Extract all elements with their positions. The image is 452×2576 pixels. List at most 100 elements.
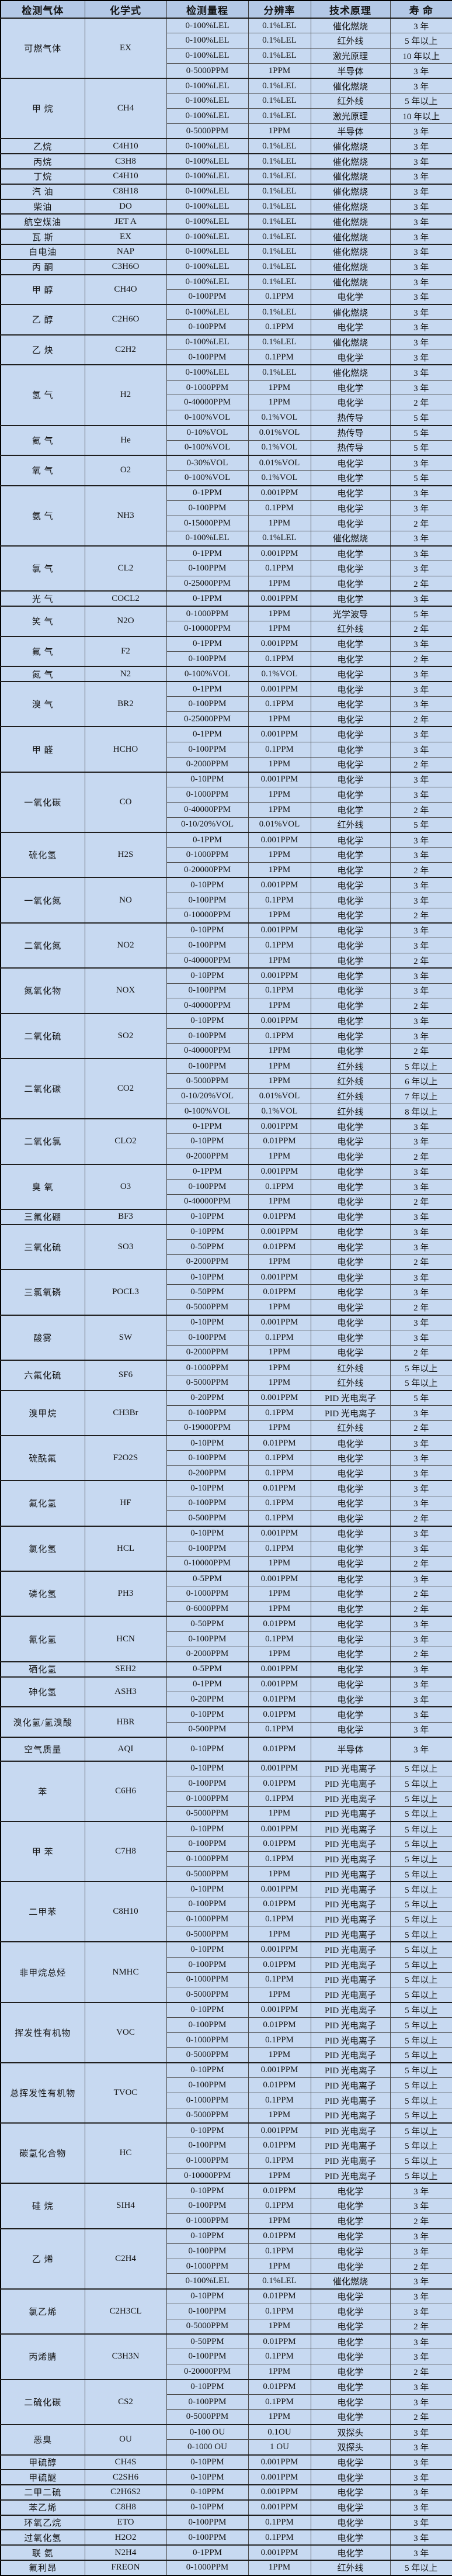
principle-cell: 电化学 — [310, 1676, 391, 1692]
lifespan-cell: 3 年 — [390, 2198, 452, 2214]
lifespan-cell: 3 年 — [390, 123, 452, 139]
resolution-cell: 0.001PPM — [248, 726, 311, 742]
resolution-cell: 1PPM — [248, 123, 311, 139]
gas-name-cell: 氢 气 — [0, 364, 85, 426]
resolution-cell: 0.01PPM — [248, 2228, 311, 2244]
table-row: 硫酰氟 F2O2S 0-10PPM 0.01PPM 电化学 3 年 — [0, 1434, 452, 1481]
resolution-cell: 0.1%VOL — [248, 410, 311, 426]
table-row: 0-100PPM 0.1PPM 电化学 3 年 — [1, 500, 452, 516]
range-cell: 0-50PPM — [166, 1616, 249, 1632]
lifespan-cell: 3 年 — [390, 726, 452, 742]
principle-cell: 电化学 — [310, 832, 391, 848]
lifespan-cell: 2 年 — [390, 1254, 452, 1270]
range-cell: 0-1PPM — [166, 590, 249, 607]
principle-cell: PID 光电离子 — [310, 1911, 391, 1928]
table-row: 氯乙烯 C2H3CL 0-10PPM 0.01PPM 电化学 3 年 — [0, 2288, 452, 2335]
resolution-cell: 1PPM — [248, 1344, 311, 1361]
resolution-cell: 0.01PPM — [248, 2077, 311, 2093]
lifespan-cell: 3 年 — [390, 1269, 452, 1285]
gas-name-cell: 丙 酮 — [0, 258, 85, 275]
range-cell: 0-1000PPM — [166, 2560, 249, 2576]
table-row: 0-40000PPM 1PPM 电化学 2 年 — [1, 395, 452, 411]
range-cell: 0-5000PPM — [166, 1987, 249, 2003]
table-row: 0-500PPM 0.1PPM 电化学 2 年 — [1, 1510, 452, 1527]
lifespan-cell: 3 年 — [390, 243, 452, 260]
lifespan-cell: 3 年 — [390, 2514, 452, 2530]
range-cell: 0-5000PPM — [166, 1927, 249, 1942]
lifespan-cell: 3 年 — [390, 877, 452, 893]
formula-cell: N2O — [84, 606, 167, 637]
lifespan-cell: 2 年 — [390, 2409, 452, 2425]
range-cell: 0-100%LEL — [166, 229, 249, 245]
table-row: 0-100PPM 0.01PPM PID 光电离子 5 年以上 — [1, 1956, 452, 1973]
range-cell: 0-30%VOL — [166, 455, 249, 471]
range-cell: 0-1000PPM — [166, 1359, 249, 1376]
resolution-cell: 0.1%LEL — [248, 274, 311, 290]
table-row: 硅 烷 SIH4 0-10PPM 0.01PPM 电化学 3 年 — [0, 2183, 452, 2229]
table-row: 臭 氧 O3 0-1PPM 0.001PPM 电化学 3 年 — [0, 1163, 452, 1210]
range-cell: 0-1PPM — [166, 2544, 249, 2561]
resolution-cell: 0.001PPM — [248, 1571, 311, 1587]
range-cell: 0-100PPM — [166, 1178, 249, 1195]
lifespan-cell: 3 年 — [390, 364, 452, 381]
range-cell: 0-100PPM — [166, 2394, 249, 2410]
table-row: 0-100PPM 0.1PPM 电化学 3 年 — [1, 1540, 452, 1557]
range-cell: 0-1000PPM — [166, 2213, 249, 2229]
range-cell: 0-100%LEL — [166, 274, 249, 290]
lifespan-cell: 5 年以上 — [390, 2032, 452, 2048]
range-cell: 0-10PPM — [166, 1881, 249, 1897]
lifespan-cell: 2 年 — [390, 952, 452, 969]
lifespan-cell: 3 年 — [390, 1450, 452, 1466]
lifespan-cell: 5 年以上 — [390, 2138, 452, 2154]
resolution-cell: 0.1%LEL — [248, 364, 311, 381]
gas-name-cell: 白电油 — [0, 243, 85, 260]
principle-cell: PID 光电离子 — [310, 2001, 391, 2018]
range-cell: 0-2000PPM — [166, 1254, 249, 1270]
principle-cell: 电化学 — [310, 2378, 391, 2395]
principle-cell: PID 光电离子 — [310, 1972, 391, 1988]
lifespan-cell: 3 年 — [390, 741, 452, 758]
table-row: 0-100PPM 0.1PPM 电化学 3 年 — [1, 561, 452, 576]
resolution-cell: 0.1PPM — [248, 1178, 311, 1195]
formula-cell: N2H4 — [84, 2544, 167, 2561]
range-cell: 0-100 OU — [166, 2423, 249, 2440]
table-row: 丙 酮 C3H6O 0-100%LEL 0.1%LEL 催化燃烧 3 年 — [0, 258, 452, 275]
range-cell: 0-100PPM — [166, 1896, 249, 1913]
lifespan-cell: 3 年 — [390, 183, 452, 200]
resolution-cell: 0.01%VOL — [248, 1088, 311, 1104]
range-cell: 0-10PPM — [166, 1941, 249, 1958]
table-row: 0-100PPM 0.01PPM PID 光电离子 5 年以上 — [1, 2138, 452, 2154]
principle-cell: 催化燃烧 — [310, 153, 391, 170]
formula-cell: C8H8 — [84, 2499, 167, 2516]
principle-cell: 电化学 — [310, 470, 391, 486]
col-header-range: 检测量程 — [166, 0, 249, 19]
table-row: 硒化氢 SEH2 0-5PPM 0.001PPM 电化学 3 年 — [0, 1661, 452, 1678]
range-cell: 0-10PPM — [166, 1821, 249, 1837]
resolution-cell: 0.1PPM — [248, 500, 311, 516]
resolution-cell: 0.001PPM — [248, 1525, 311, 1541]
table-row: 甲 苯 C7H8 0-10PPM 0.001PPM PID 光电离子 5 年以上 — [0, 1821, 452, 1882]
principle-cell: PID 光电离子 — [310, 1896, 391, 1913]
range-cell: 0-100PPM — [166, 2529, 249, 2546]
gas-name-cell: 柴油 — [0, 198, 85, 215]
table-row: 0-1000PPM 1PPM 电化学 3 年 — [1, 847, 452, 863]
principle-cell: 电化学 — [310, 787, 391, 803]
principle-cell: 电化学 — [310, 2364, 391, 2380]
gas-name-cell: 二氧化氮 — [0, 922, 85, 969]
principle-cell: 电化学 — [310, 696, 391, 713]
range-cell: 0-1PPM — [166, 681, 249, 697]
formula-cell: SEH2 — [84, 1661, 167, 1678]
range-cell: 0-5000PPM — [166, 1375, 249, 1391]
resolution-cell: 0.001PPM — [248, 2454, 311, 2470]
lifespan-cell: 3 年 — [390, 63, 452, 79]
resolution-cell: 0.01PPM — [248, 1239, 311, 1255]
lifespan-cell: 3 年 — [390, 771, 452, 788]
range-cell: 0-100%LEL — [166, 2273, 249, 2290]
resolution-cell: 1PPM — [248, 63, 311, 79]
resolution-cell: 0.1PPM — [248, 1851, 311, 1867]
resolution-cell: 0.001PPM — [248, 1881, 311, 1897]
principle-cell: 电化学 — [310, 2409, 391, 2425]
principle-cell: 电化学 — [310, 395, 391, 411]
resolution-cell: 0.001PPM — [248, 485, 311, 501]
principle-cell: PID 光电离子 — [310, 1806, 391, 1822]
